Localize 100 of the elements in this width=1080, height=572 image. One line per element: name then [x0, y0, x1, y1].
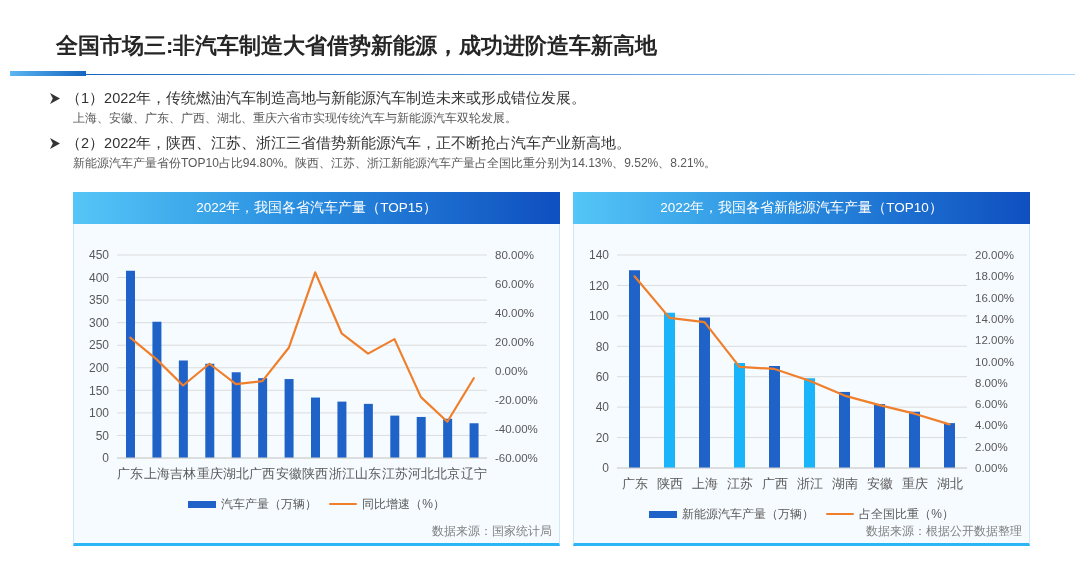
y-tick-label: 150 [88, 383, 110, 398]
bar [874, 404, 885, 468]
y-tick-label: 250 [88, 338, 110, 353]
line-series [129, 271, 475, 423]
y-tick-label: 450 [88, 248, 110, 263]
x-tick-label: 上海 [143, 466, 170, 481]
x-tick-label: 广东 [621, 476, 648, 492]
y-tick-label: 350 [88, 293, 110, 308]
bar [126, 270, 135, 458]
x-tick-label: 安徽 [866, 476, 893, 492]
y2-tick-label: 0.00% [495, 365, 528, 378]
y2-tick-label: 8.00% [975, 376, 1008, 389]
y2-tick-label: 40.00% [495, 307, 535, 320]
x-tick-label: 湖南 [831, 476, 858, 492]
x-tick-label: 安徽 [275, 465, 302, 481]
x-tick-label: 吉林 [170, 466, 197, 481]
y-tick-label: 120 [588, 278, 610, 293]
x-tick-label: 上海 [691, 476, 718, 492]
legend-label: 同比增速（%） [362, 495, 445, 513]
x-tick-label: 北京 [434, 466, 461, 481]
y2-tick-label: -40.00% [495, 423, 538, 436]
y2-tick-label: 0.00% [975, 462, 1008, 475]
bar [944, 423, 955, 468]
y2-tick-label: 4.00% [975, 419, 1008, 432]
y-tick-label: 100 [88, 406, 110, 421]
bar [284, 379, 294, 458]
y-tick-label: 80 [595, 339, 610, 354]
bar [205, 363, 215, 458]
x-tick-label: 江苏 [381, 466, 408, 481]
x-tick-label: 重庆 [196, 466, 223, 481]
y2-tick-label: 6.00% [975, 398, 1008, 411]
bar [390, 415, 400, 458]
bar [804, 378, 815, 468]
y2-tick-label: -20.00% [495, 394, 538, 407]
source-note: 数据来源：国家统计局 [432, 525, 552, 537]
text: 新能源汽车产量省份TOP10占比94.80%。陕西、江苏、浙江新能源汽车产量占全国比重分别为14.13%、9.52%、8.21%。 [73, 156, 717, 170]
y2-tick-label: 80.00% [495, 249, 535, 262]
bar [443, 418, 453, 458]
legend-label: 占全国比重（%） [859, 505, 954, 523]
y-tick-label: 50 [95, 428, 110, 443]
y-tick-label: 300 [88, 315, 110, 330]
bar [258, 378, 268, 458]
x-tick-label: 河北 [407, 466, 434, 481]
bar [769, 366, 780, 468]
bar [734, 363, 745, 468]
bar [231, 372, 241, 458]
bar [178, 360, 188, 458]
bar [152, 321, 162, 458]
bar [839, 391, 850, 468]
bar [629, 270, 640, 468]
x-tick-label: 江苏 [726, 476, 753, 492]
bar [664, 312, 675, 468]
x-tick-label: 广东 [117, 466, 144, 481]
y2-tick-label: 14.00% [975, 312, 1015, 325]
x-tick-label: 浙江 [328, 466, 355, 481]
text: 全国市场三:非汽车制造大省借势新能源，成功进阶造车新高地 [56, 33, 658, 58]
y-tick-label: 60 [595, 369, 610, 384]
y-tick-label: 200 [88, 361, 110, 376]
y2-tick-label: 2.00% [975, 440, 1008, 453]
y2-tick-label: 20.00% [975, 249, 1015, 262]
x-tick-label: 山东 [355, 466, 382, 481]
y2-tick-label: 10.00% [975, 355, 1015, 368]
text: （1）2022年，传统燃油汽车制造高地与新能源汽车制造未来或形成错位发展。 [66, 90, 587, 106]
y2-tick-label: 12.00% [975, 334, 1015, 347]
y-tick-label: 400 [88, 270, 110, 285]
bar [311, 397, 320, 458]
x-tick-label: 陕西 [302, 466, 329, 481]
y-tick-label: 40 [595, 400, 610, 415]
source-note: 数据来源：根据公开数据整理 [866, 525, 1022, 537]
legend-label: 汽车产量（万辆） [221, 495, 318, 513]
line-series [633, 275, 951, 426]
x-tick-label: 辽宁 [460, 465, 487, 481]
chart-title: 2022年，我国各省汽车产量（TOP15） [196, 199, 437, 217]
y2-tick-label: 60.00% [495, 278, 535, 291]
x-tick-label: 广西 [249, 466, 276, 481]
bar [363, 403, 373, 458]
y2-tick-label: 20.00% [495, 336, 535, 349]
bar [337, 401, 347, 458]
y-tick-label: 0 [602, 461, 610, 476]
bar [699, 317, 710, 468]
x-tick-label: 浙江 [796, 476, 823, 492]
bar [469, 423, 479, 458]
y-tick-label: 140 [588, 248, 610, 263]
bar [909, 411, 920, 468]
y-tick-label: 0 [102, 451, 110, 466]
y2-tick-label: 18.00% [975, 270, 1015, 283]
chart-title: 2022年，我国各省新能源汽车产量（TOP10） [660, 199, 943, 217]
bar [416, 416, 426, 458]
x-tick-label: 湖北 [936, 476, 963, 492]
y-tick-label: 100 [588, 309, 610, 324]
x-tick-label: 重庆 [901, 476, 928, 492]
x-tick-label: 广西 [761, 476, 788, 492]
x-tick-label: 陕西 [656, 476, 683, 492]
x-tick-label: 湖北 [222, 466, 249, 481]
y2-tick-label: 16.00% [975, 291, 1015, 304]
text: 上海、安徽、广东、广西、湖北、重庆六省市实现传统汽车与新能源汽车双轮发展。 [73, 111, 517, 125]
y2-tick-label: -60.00% [495, 452, 538, 465]
y-tick-label: 20 [595, 430, 610, 445]
legend-label: 新能源汽车产量（万辆） [682, 505, 815, 523]
text: （2）2022年，陕西、江苏、浙江三省借势新能源汽车，正不断抢占汽车产业新高地。 [66, 135, 632, 151]
